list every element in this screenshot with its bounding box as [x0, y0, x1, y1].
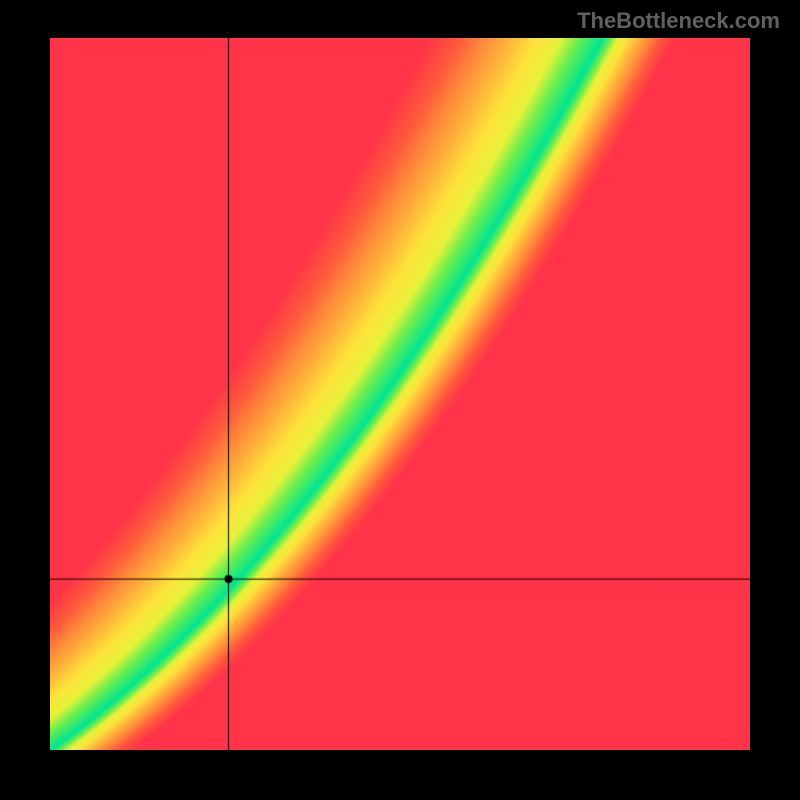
heatmap-plot	[50, 38, 750, 750]
watermark: TheBottleneck.com	[577, 8, 780, 34]
chart-container: TheBottleneck.com	[0, 0, 800, 800]
